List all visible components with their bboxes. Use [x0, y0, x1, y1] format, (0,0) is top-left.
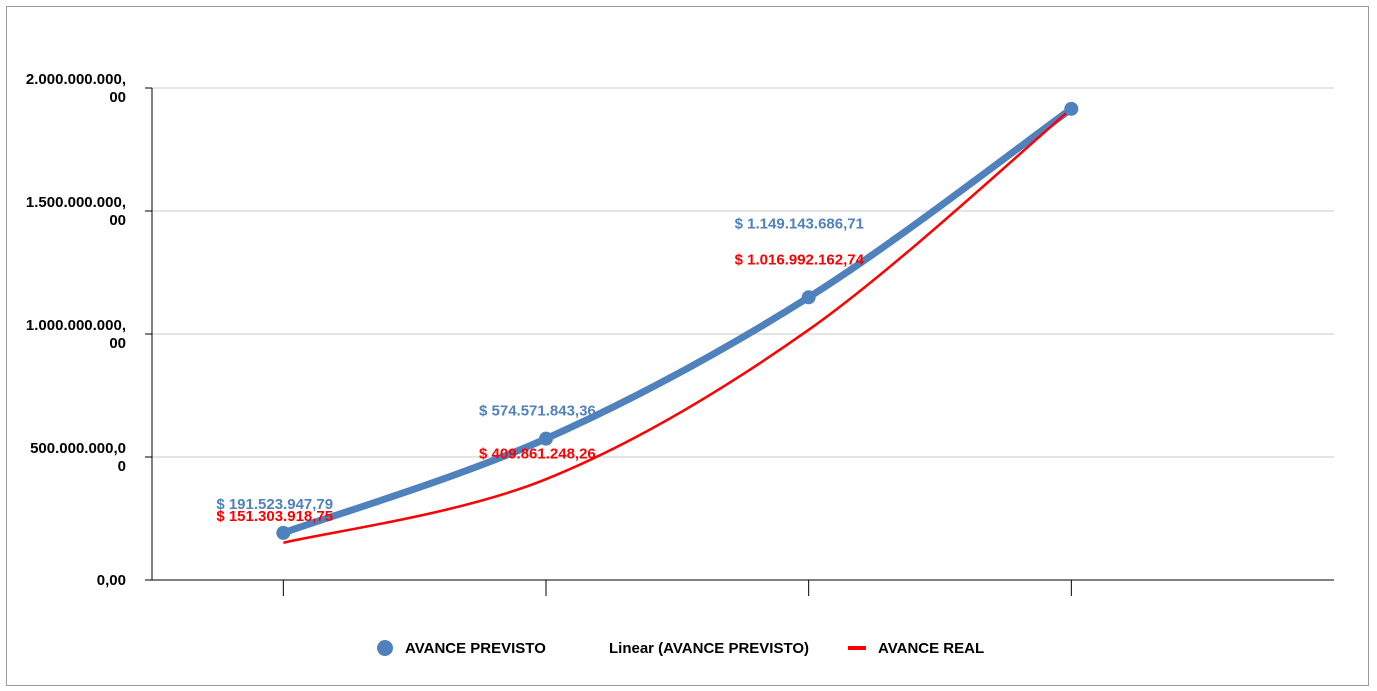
y-tick-label-2: 1.000.000.000, 00 — [26, 317, 126, 352]
legend-label-linear-trendline: Linear (AVANCE PREVISTO) — [609, 639, 810, 657]
y-tick-label-4: 2.000.000.000, 00 — [26, 71, 126, 106]
data-label-avance-previsto-1: $ 574.571.843,36 — [479, 403, 596, 420]
legend-label-avance-previsto: AVANCE PREVISTO — [405, 639, 546, 657]
y-tick-label-0: 0,00 — [97, 572, 126, 589]
legend-item-avance-previsto: AVANCE PREVISTO — [377, 636, 546, 660]
series-line-avance-previsto — [279, 105, 1075, 537]
point-avance-previsto-0 — [276, 525, 291, 540]
data-label-avance-previsto-2: $ 1.149.143.686,71 — [735, 215, 864, 232]
y-tick-label-1: 500.000.000,0 0 — [30, 440, 126, 475]
chart-frame — [6, 6, 1369, 686]
data-label-avance-real-1: $ 409.861.248,26 — [479, 446, 596, 463]
data-label-avance-previsto-0: $ 191.523.947,79 — [216, 496, 333, 513]
data-label-avance-real-0: $ 151.303.918,75 — [216, 508, 333, 525]
point-avance-previsto-2 — [801, 290, 816, 305]
legend-marker-avance-real — [848, 646, 866, 650]
legend-item-linear-trendline: Linear (AVANCE PREVISTO) — [609, 636, 809, 660]
series-line-avance-real — [283, 107, 1073, 544]
legend-item-avance-real: AVANCE REAL — [848, 636, 984, 660]
y-tick-label-3: 1.500.000.000, 00 — [26, 194, 126, 229]
legend-label-avance-real: AVANCE REAL — [878, 639, 985, 657]
point-avance-previsto-1 — [539, 431, 553, 446]
chart-legend: AVANCE PREVISTO Linear (AVANCE PREVISTO)… — [0, 636, 1377, 660]
legend-marker-avance-previsto — [377, 640, 393, 656]
point-avance-previsto-3 — [1064, 101, 1079, 116]
data-label-avance-real-2: $ 1.016.992.162,74 — [735, 251, 865, 268]
